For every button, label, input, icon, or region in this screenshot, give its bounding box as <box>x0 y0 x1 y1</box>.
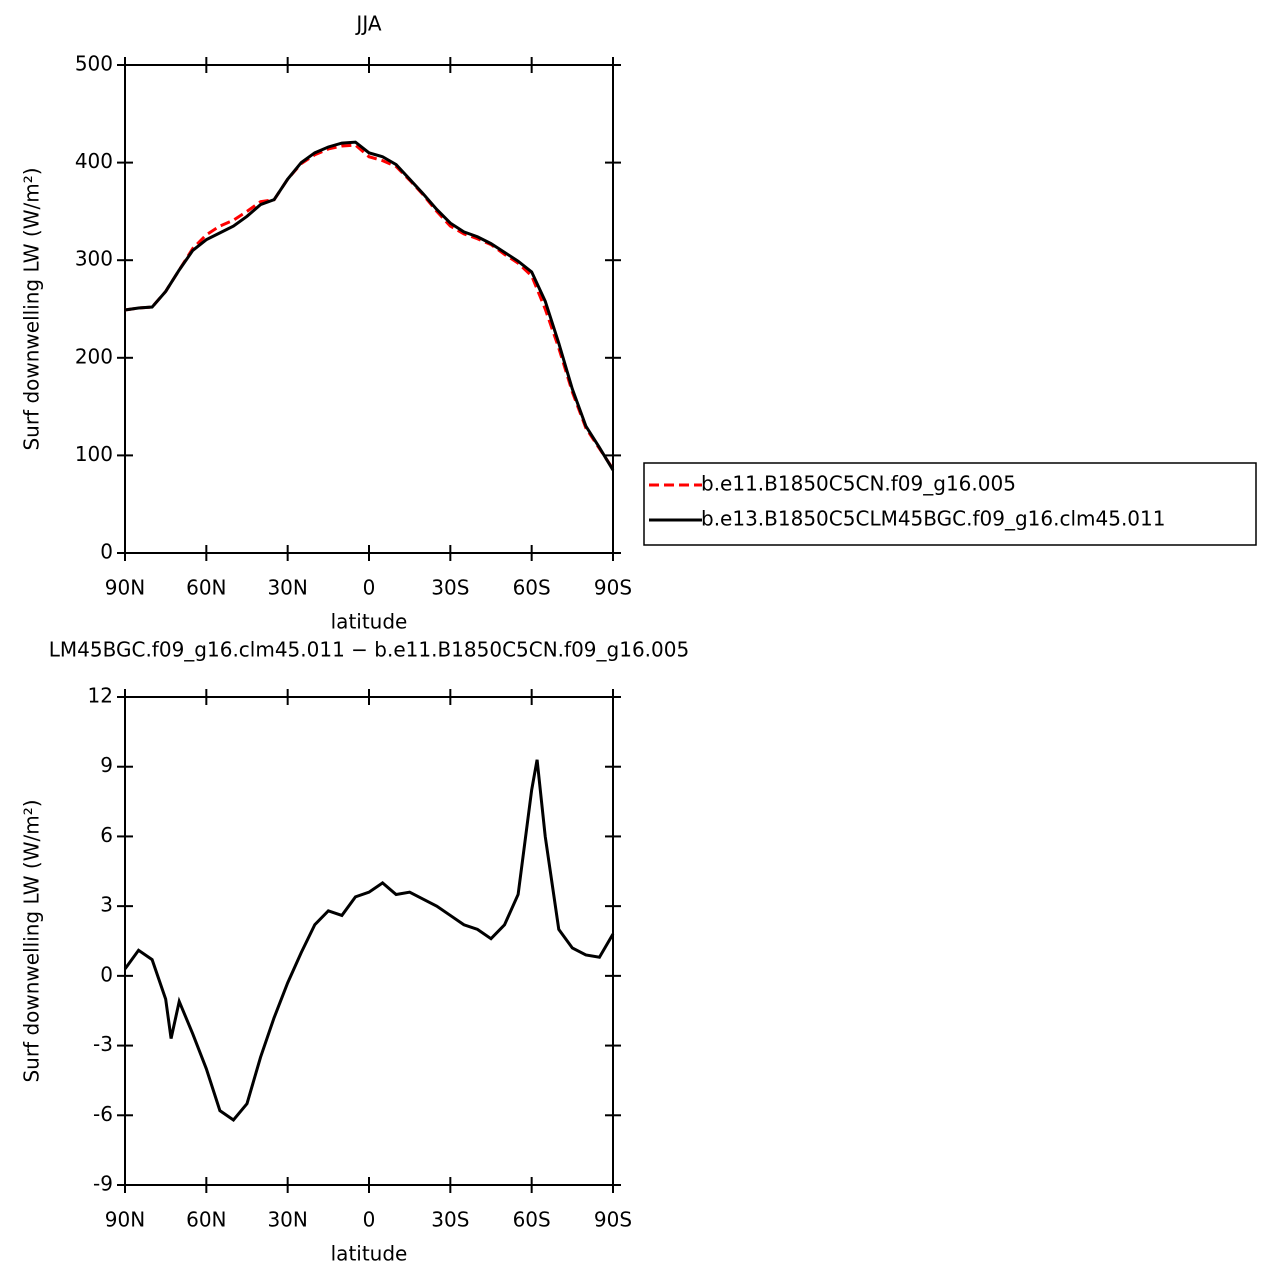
x-tick-label: 30S <box>431 1208 469 1232</box>
y-tick-label: -9 <box>93 1172 113 1196</box>
y-tick-label: 300 <box>75 247 113 271</box>
y-tick-label: 12 <box>88 684 113 708</box>
y-tick-label: 100 <box>75 442 113 466</box>
x-tick-label: 90S <box>594 576 632 600</box>
x-tick-label: 90N <box>105 576 145 600</box>
x-tick-label: 90S <box>594 1208 632 1232</box>
y-tick-label: 9 <box>100 753 113 777</box>
chart-title: LM45BGC.f09_g16.clm45.011 − b.e11.B1850C… <box>49 638 689 662</box>
y-tick-label: 500 <box>75 52 113 76</box>
x-tick-label: 60S <box>513 1208 551 1232</box>
y-tick-label: 0 <box>100 540 113 564</box>
x-tick-label: 90N <box>105 1208 145 1232</box>
x-axis-label: latitude <box>331 610 408 634</box>
x-tick-label: 30N <box>267 576 307 600</box>
x-tick-label: 60N <box>186 1208 226 1232</box>
x-axis-label: latitude <box>331 1242 408 1266</box>
legend-label: b.e13.B1850C5CLM45BGC.f09_g16.clm45.011 <box>701 507 1165 531</box>
y-tick-label: 200 <box>75 344 113 368</box>
legend-box <box>643 462 1257 546</box>
legend-label: b.e11.B1850C5CN.f09_g16.005 <box>701 472 1016 496</box>
line-series <box>123 759 615 1122</box>
y-tick-label: -3 <box>93 1032 113 1056</box>
y-tick-label: 0 <box>100 962 113 986</box>
y-axis-label: Surf downwelling LW (W/m²) <box>20 799 44 1082</box>
y-axis-label: Surf downwelling LW (W/m²) <box>20 167 44 450</box>
plot-frame <box>124 696 614 1186</box>
x-tick-label: 60S <box>513 576 551 600</box>
line-series <box>124 140 615 471</box>
x-tick-label: 30S <box>431 576 469 600</box>
y-tick-label: -6 <box>93 1102 113 1126</box>
chart-title: JJA <box>354 12 381 36</box>
y-tick-label: 3 <box>100 893 113 917</box>
line-series <box>124 143 615 470</box>
x-tick-label: 0 <box>363 1208 376 1232</box>
x-tick-label: 60N <box>186 576 226 600</box>
y-tick-label: 400 <box>75 149 113 173</box>
y-tick-label: 6 <box>100 823 113 847</box>
x-tick-label: 0 <box>363 576 376 600</box>
x-tick-label: 30N <box>267 1208 307 1232</box>
plot-frame <box>124 64 614 554</box>
